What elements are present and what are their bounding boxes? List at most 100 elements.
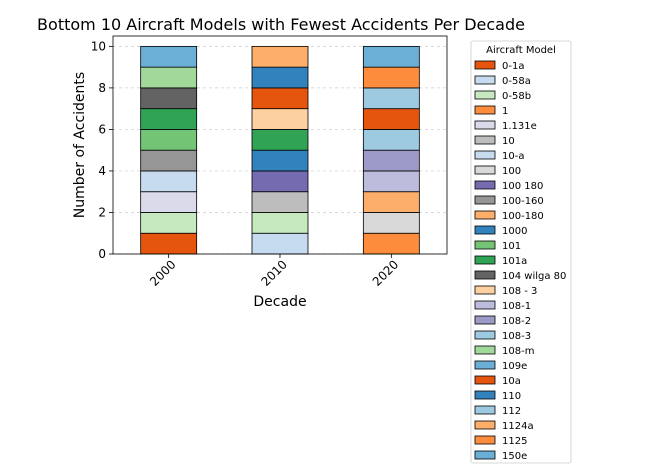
- chart-title: Bottom 10 Aircraft Models with Fewest Ac…: [37, 15, 525, 34]
- legend-entry: 10a: [502, 376, 521, 387]
- bar-segment: [140, 66, 198, 89]
- x-axis: 2000 2010 2020: [147, 254, 401, 289]
- bar-segment: [362, 45, 420, 68]
- legend-swatch: [474, 225, 496, 235]
- bar-segment: [362, 129, 420, 151]
- x-tick-label: 2010: [258, 257, 289, 288]
- legend-swatch: [474, 270, 496, 280]
- x-axis-label: Decade: [253, 294, 306, 310]
- bar-segment: [251, 129, 309, 151]
- legend-entry: 1.131e: [502, 121, 537, 132]
- x-tick-label: 2000: [147, 257, 178, 288]
- legend-swatch: [474, 150, 496, 160]
- legend-entry: 108-m: [502, 346, 534, 357]
- bar-segment: [251, 108, 309, 130]
- legend-entry: 108-2: [502, 316, 531, 327]
- legend-entry: 1: [502, 106, 508, 117]
- legend-entry: 108 - 3: [502, 286, 537, 297]
- legend-entry: 112: [502, 406, 521, 417]
- legend-entry: 1124a: [502, 421, 534, 432]
- legend-swatch: [474, 90, 496, 100]
- legend-swatch: [474, 435, 496, 445]
- bar-segment: [251, 170, 309, 193]
- legend-entry: 110: [502, 391, 521, 402]
- y-axis-label: Number of Accidents: [72, 72, 88, 218]
- legend-items: 0-1a 0-58a 0-58b 1 1.131e 10 10-a 100 100 180 100…: [474, 60, 566, 462]
- legend-swatch: [474, 135, 496, 145]
- bar-segment: [251, 212, 309, 234]
- bar-segment: [140, 149, 198, 172]
- legend-swatch: [474, 405, 496, 415]
- legend-entry: 101: [502, 241, 521, 252]
- bar-segment: [251, 87, 309, 110]
- legend-swatch: [474, 255, 496, 265]
- bar-segment: [362, 149, 420, 172]
- y-tick-label: 2: [98, 205, 106, 219]
- legend-entry: 108-3: [502, 331, 531, 342]
- legend-entry: 101a: [502, 256, 527, 267]
- legend-swatch: [474, 105, 496, 115]
- legend-swatch: [474, 285, 496, 295]
- legend-swatch: [474, 390, 496, 400]
- legend-swatch: [474, 345, 496, 355]
- legend-entry: 100 180: [502, 181, 543, 192]
- bar-segment: [140, 108, 198, 130]
- legend-swatch: [474, 300, 496, 310]
- legend-entry: 1000: [502, 226, 527, 237]
- legend-entry: 100-180: [502, 211, 544, 222]
- legend-swatch: [474, 315, 496, 325]
- bar-segment: [362, 87, 420, 110]
- legend-entry: 104 wilga 80: [502, 271, 566, 282]
- legend-entry: 1125: [502, 436, 527, 447]
- legend-swatch: [474, 210, 496, 220]
- bar-segment: [362, 191, 420, 213]
- legend-entry: 108-1: [502, 301, 531, 312]
- y-tick-label: 4: [98, 164, 106, 178]
- legend-swatch: [474, 180, 496, 190]
- bar-segment: [362, 212, 420, 234]
- legend: Aircraft Model 0-1a0-58a0-58b11.131e1010…: [470, 40, 572, 464]
- legend-swatch: [474, 375, 496, 385]
- bar-segment: [140, 232, 198, 255]
- legend-entry: 0-58b: [502, 91, 531, 102]
- bar-segment: [140, 45, 198, 68]
- legend-swatch: [474, 75, 496, 85]
- legend-entry: 10-a: [502, 151, 524, 162]
- legend-entry: 10: [502, 136, 515, 147]
- legend-entry: 100: [502, 166, 521, 177]
- y-axis: 0 2 4 6 8 10: [91, 39, 113, 261]
- legend-swatch: [474, 330, 496, 340]
- y-tick-label: 0: [98, 247, 106, 261]
- bar-segment: [140, 129, 198, 151]
- legend-swatch: [474, 420, 496, 430]
- bar-segment: [140, 87, 198, 110]
- y-tick-label: 8: [98, 81, 106, 95]
- bar-segment: [140, 212, 198, 234]
- legend-entry: 100-160: [502, 196, 544, 207]
- legend-frame: [470, 40, 572, 464]
- bar-segment: [251, 191, 309, 213]
- legend-swatch: [474, 240, 496, 250]
- legend-entry: 109e: [502, 361, 527, 372]
- legend-entry: 150e: [502, 451, 527, 462]
- legend-swatch: [474, 60, 496, 70]
- bar-segment: [251, 232, 309, 255]
- legend-entry: 0-58a: [502, 76, 531, 87]
- bar-segment: [140, 170, 198, 193]
- legend-entry: 0-1a: [502, 61, 524, 72]
- legend-swatch: [474, 195, 496, 205]
- bar-segment: [251, 149, 309, 172]
- legend-swatch: [474, 165, 496, 175]
- bar-segment: [140, 191, 198, 213]
- bar-segment: [362, 170, 420, 193]
- y-tick-label: 6: [98, 122, 106, 136]
- bar-stacks: [140, 45, 420, 255]
- x-tick-label: 2020: [370, 257, 401, 288]
- bar-segment: [362, 108, 420, 130]
- y-tick-label: 10: [91, 39, 106, 53]
- bar-segment: [362, 66, 420, 89]
- legend-swatch: [474, 120, 496, 130]
- bar-segment: [362, 232, 420, 255]
- legend-title: Aircraft Model: [486, 45, 556, 56]
